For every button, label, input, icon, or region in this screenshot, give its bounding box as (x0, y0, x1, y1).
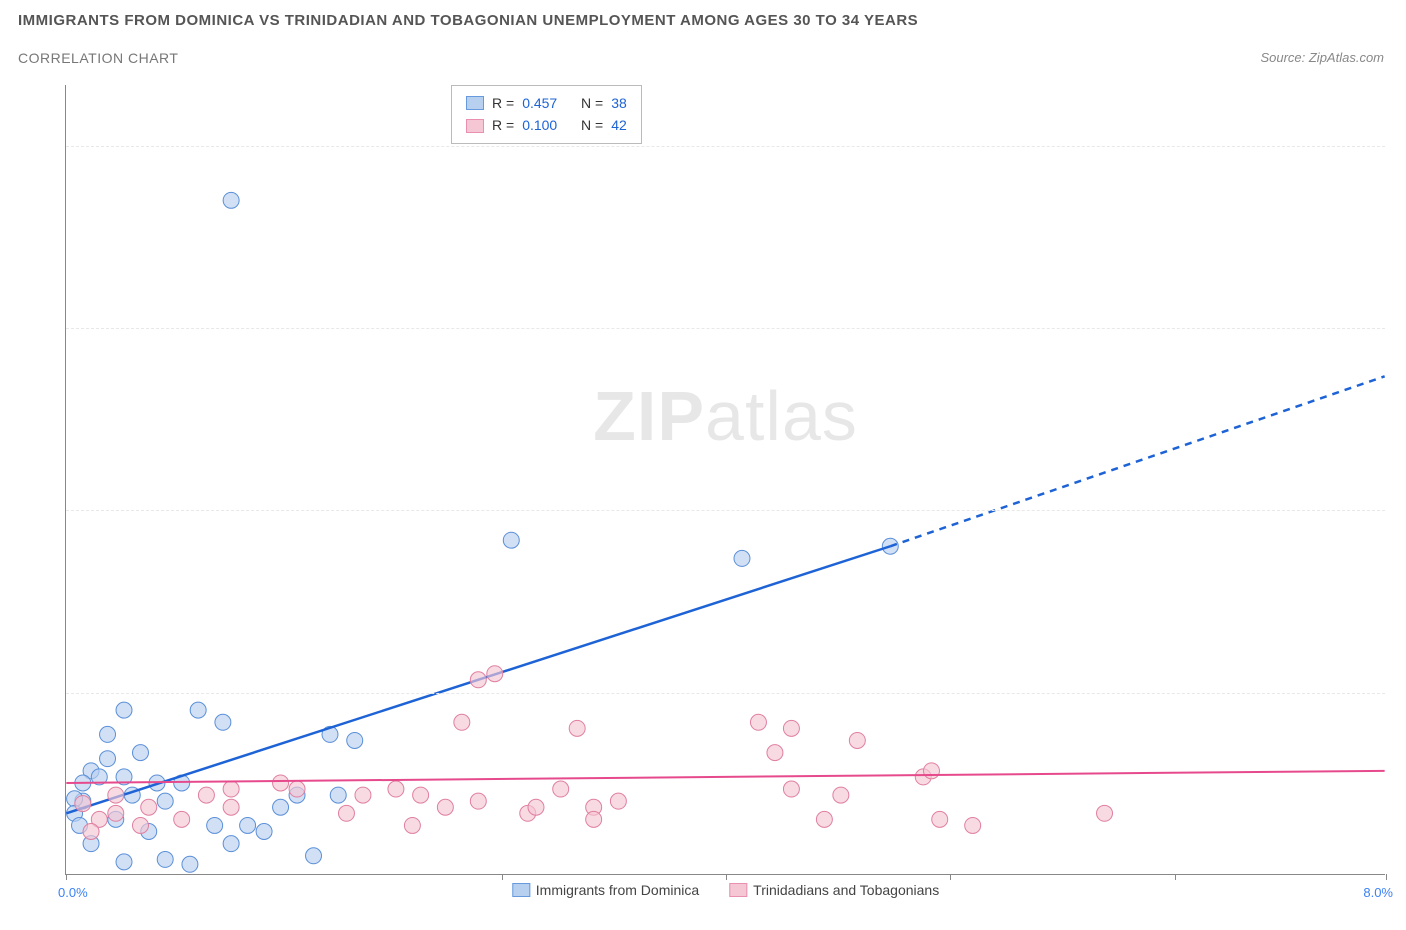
data-point (610, 793, 626, 809)
trend-line (66, 771, 1384, 783)
data-point (932, 811, 948, 827)
data-point (487, 666, 503, 682)
r-label: R = (492, 92, 514, 114)
data-point (75, 796, 91, 812)
data-point (965, 817, 981, 833)
x-axis-max-label: 8.0% (1363, 885, 1393, 900)
data-point (347, 732, 363, 748)
bottom-legend: Immigrants from Dominica Trinidadians and… (512, 882, 939, 898)
data-point (783, 720, 799, 736)
data-point (470, 672, 486, 688)
data-point (849, 732, 865, 748)
chart-plot-area: ZIPatlas R =0.457 N =38R =0.100 N =42 0.… (65, 85, 1385, 875)
data-point (355, 787, 371, 803)
data-point (157, 851, 173, 867)
x-tick-mark (950, 874, 951, 880)
legend-swatch (466, 119, 484, 133)
data-point (586, 811, 602, 827)
data-point (108, 787, 124, 803)
correlation-row: R = 0.457 N = 38 (466, 92, 627, 114)
legend-item: Trinidadians and Tobagonians (729, 882, 939, 898)
x-tick-mark (726, 874, 727, 880)
data-point (783, 781, 799, 797)
data-point (190, 702, 206, 718)
legend-swatch (512, 883, 530, 897)
r-value: 0.457 (522, 92, 557, 114)
data-point (404, 817, 420, 833)
data-point (215, 714, 231, 730)
data-point (553, 781, 569, 797)
data-point (470, 793, 486, 809)
legend-item: Immigrants from Dominica (512, 882, 699, 898)
chart-subtitle: CORRELATION CHART (18, 50, 178, 66)
data-point (223, 781, 239, 797)
x-tick-mark (502, 874, 503, 880)
data-point (116, 702, 132, 718)
data-point (223, 836, 239, 852)
data-point (198, 787, 214, 803)
data-point (454, 714, 470, 730)
data-point (750, 714, 766, 730)
correlation-legend-box: R = 0.457 N = 38 R = 0.100 N = 42 (451, 85, 642, 144)
n-value: 42 (611, 114, 627, 136)
data-point (223, 799, 239, 815)
data-point (289, 781, 305, 797)
data-point (133, 817, 149, 833)
data-point (100, 751, 116, 767)
data-point (174, 811, 190, 827)
data-point (273, 775, 289, 791)
data-point (133, 745, 149, 761)
source-attribution: Source: ZipAtlas.com (1260, 50, 1384, 65)
data-point (388, 781, 404, 797)
gridline-h (66, 693, 1385, 694)
data-point (116, 854, 132, 870)
data-point (273, 799, 289, 815)
legend-label: Immigrants from Dominica (536, 882, 699, 898)
data-point (528, 799, 544, 815)
data-point (240, 817, 256, 833)
gridline-h (66, 146, 1385, 147)
legend-swatch (466, 96, 484, 110)
data-point (207, 817, 223, 833)
x-tick-mark (1175, 874, 1176, 880)
r-label: R = (492, 114, 514, 136)
data-point (816, 811, 832, 827)
x-tick-mark (1386, 874, 1387, 880)
data-point (306, 848, 322, 864)
n-label: N = (581, 92, 603, 114)
data-point (83, 824, 99, 840)
chart-title: IMMIGRANTS FROM DOMINICA VS TRINIDADIAN … (18, 12, 918, 29)
data-point (141, 799, 157, 815)
data-point (330, 787, 346, 803)
x-tick-mark (66, 874, 67, 880)
gridline-h (66, 510, 1385, 511)
r-value: 0.100 (522, 114, 557, 136)
data-point (734, 550, 750, 566)
legend-swatch (729, 883, 747, 897)
data-point (223, 192, 239, 208)
data-point (923, 763, 939, 779)
data-point (767, 745, 783, 761)
data-point (503, 532, 519, 548)
data-point (182, 856, 198, 872)
trend-line-extrapolated (890, 376, 1384, 546)
data-point (569, 720, 585, 736)
legend-label: Trinidadians and Tobagonians (753, 882, 939, 898)
data-point (437, 799, 453, 815)
data-point (413, 787, 429, 803)
data-point (256, 824, 272, 840)
data-point (1097, 805, 1113, 821)
x-axis-min-label: 0.0% (58, 885, 88, 900)
scatter-svg (66, 85, 1385, 874)
gridline-h (66, 328, 1385, 329)
data-point (100, 726, 116, 742)
correlation-row: R = 0.100 N = 42 (466, 114, 627, 136)
data-point (338, 805, 354, 821)
n-value: 38 (611, 92, 627, 114)
n-label: N = (581, 114, 603, 136)
data-point (157, 793, 173, 809)
data-point (833, 787, 849, 803)
data-point (108, 805, 124, 821)
